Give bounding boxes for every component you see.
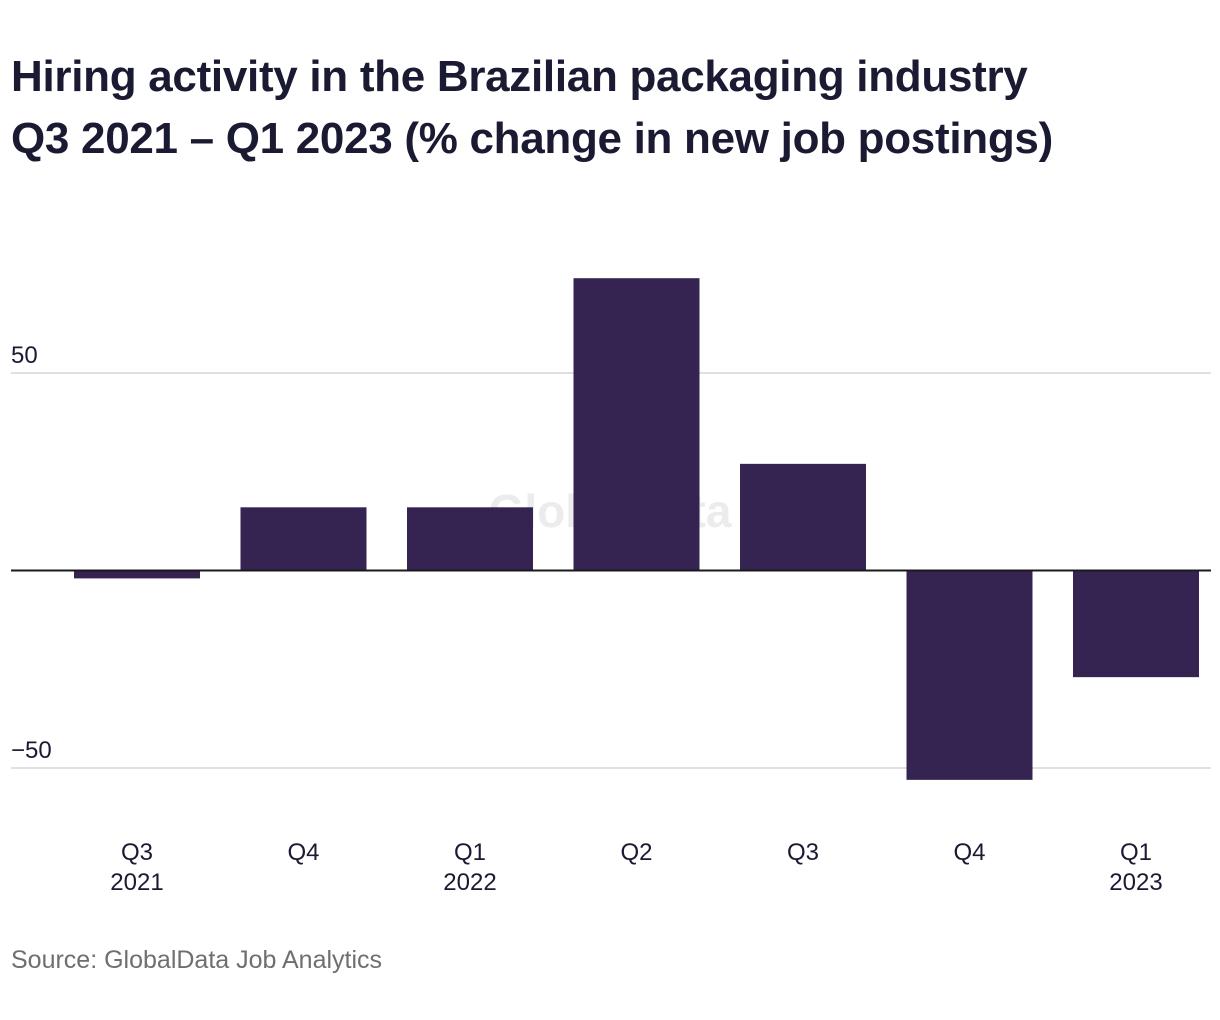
x-tick-label: Q1 (454, 839, 486, 866)
bar (1073, 570, 1199, 678)
bar (573, 278, 700, 571)
bar (740, 463, 866, 571)
bar (240, 507, 367, 571)
x-tick-label: Q4 (953, 839, 985, 866)
chart-title: Hiring activity in the Brazilian packagi… (11, 46, 1211, 170)
x-tick-label: Q1 (1120, 839, 1152, 866)
y-tick-label: 50 (11, 342, 38, 369)
x-tick-year-label: 2023 (1109, 869, 1162, 896)
bar (74, 570, 200, 579)
title-line-2: Q3 2021 – Q1 2023 (% change in new job p… (11, 114, 1053, 163)
x-tick-year-label: 2022 (443, 869, 496, 896)
x-tick-year-label: 2021 (110, 869, 163, 896)
source-note: Source: GlobalData Job Analytics (11, 946, 383, 974)
x-tick-label: Q3 (121, 839, 153, 866)
x-tick-label: Q4 (287, 839, 319, 866)
y-tick-label: −50 (11, 737, 52, 764)
title-line-1: Hiring activity in the Brazilian packagi… (11, 52, 1028, 101)
bar (906, 570, 1033, 780)
x-tick-label: Q2 (620, 839, 652, 866)
bar (407, 507, 533, 571)
x-tick-label: Q3 (787, 839, 819, 866)
